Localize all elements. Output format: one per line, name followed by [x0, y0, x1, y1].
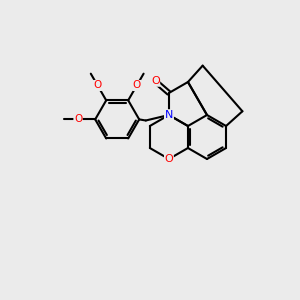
Text: N: N [165, 110, 173, 120]
Text: O: O [164, 154, 173, 164]
Text: O: O [151, 76, 160, 86]
Text: O: O [133, 80, 141, 91]
Text: O: O [164, 110, 173, 120]
Text: O: O [74, 114, 82, 124]
Text: O: O [94, 80, 102, 91]
